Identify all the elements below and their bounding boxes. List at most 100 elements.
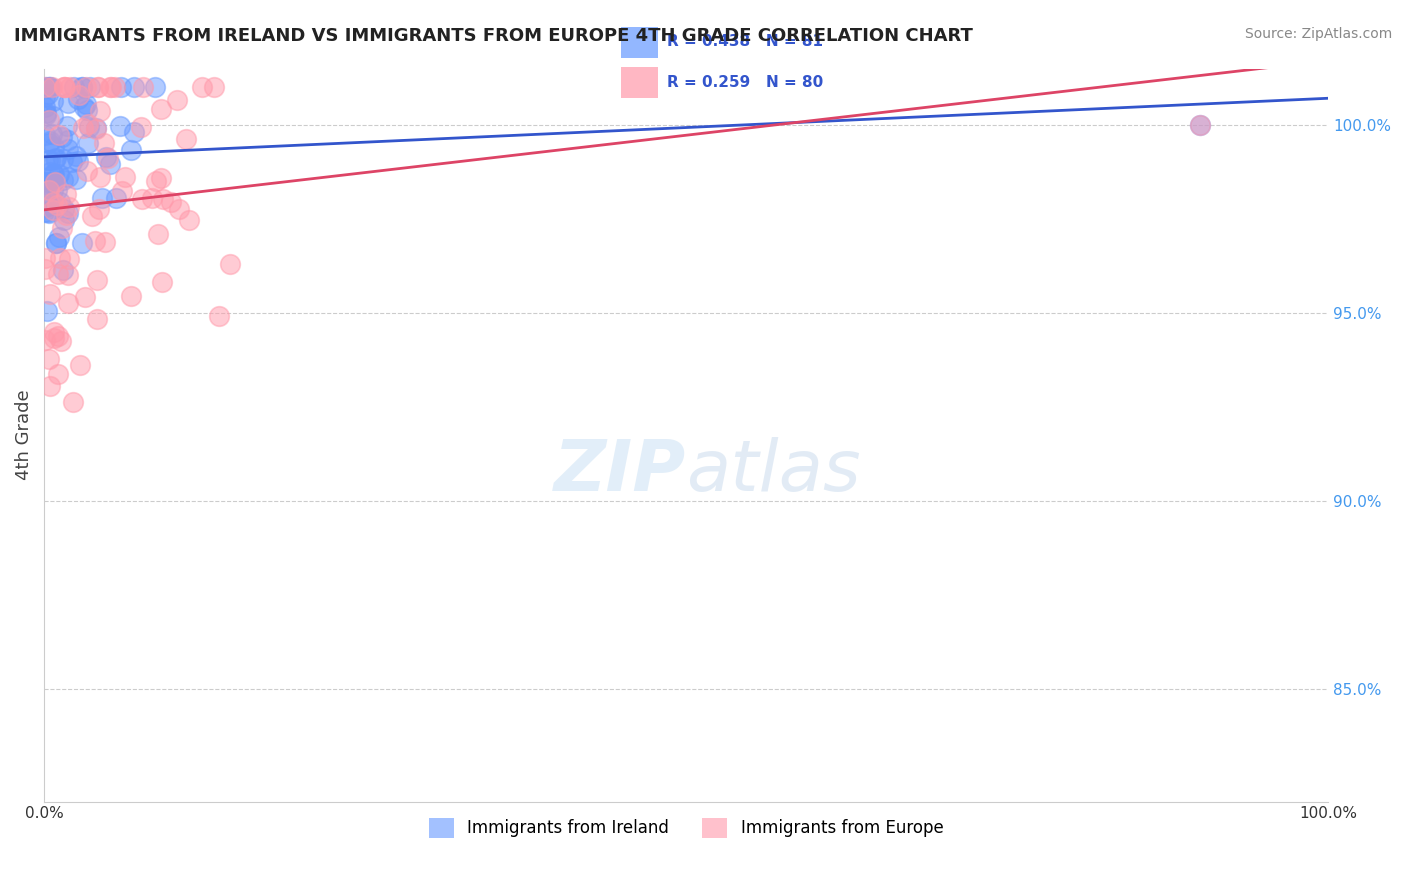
- Immigrants from Europe: [56, 268, 79, 282]
- Immigrants from Ireland: [38, 80, 60, 95]
- Immigrants from Europe: [84, 234, 107, 248]
- Immigrants from Ireland: [1188, 118, 1211, 132]
- Immigrants from Europe: [93, 136, 115, 151]
- Immigrants from Ireland: [37, 175, 59, 189]
- Immigrants from Europe: [120, 289, 142, 303]
- Immigrants from Ireland: [44, 167, 66, 181]
- Immigrants from Ireland: [52, 152, 75, 166]
- Immigrants from Europe: [53, 80, 76, 95]
- Immigrants from Ireland: [37, 204, 59, 219]
- Immigrants from Europe: [86, 312, 108, 326]
- Immigrants from Europe: [80, 209, 103, 223]
- Immigrants from Ireland: [44, 152, 66, 166]
- Immigrants from Europe: [56, 296, 79, 310]
- Immigrants from Europe: [89, 202, 111, 217]
- Immigrants from Ireland: [56, 170, 79, 185]
- Immigrants from Ireland: [34, 100, 56, 114]
- Y-axis label: 4th Grade: 4th Grade: [15, 390, 32, 481]
- Immigrants from Ireland: [145, 80, 167, 95]
- Immigrants from Europe: [191, 80, 214, 95]
- Immigrants from Europe: [51, 221, 73, 235]
- Immigrants from Europe: [114, 170, 136, 185]
- Immigrants from Ireland: [91, 191, 114, 205]
- Immigrants from Ireland: [48, 167, 70, 181]
- Legend: Immigrants from Ireland, Immigrants from Europe: Immigrants from Ireland, Immigrants from…: [422, 811, 950, 845]
- Immigrants from Ireland: [51, 129, 73, 144]
- Immigrants from Europe: [131, 192, 153, 206]
- Immigrants from Ireland: [38, 136, 60, 150]
- Immigrants from Ireland: [65, 149, 87, 163]
- Immigrants from Ireland: [120, 143, 142, 157]
- Immigrants from Ireland: [56, 132, 79, 146]
- Immigrants from Europe: [34, 80, 56, 95]
- Immigrants from Europe: [87, 80, 110, 95]
- Immigrants from Ireland: [34, 128, 56, 143]
- Immigrants from Ireland: [84, 120, 107, 135]
- Immigrants from Europe: [149, 170, 172, 185]
- Immigrants from Ireland: [48, 230, 70, 244]
- Immigrants from Ireland: [38, 153, 60, 168]
- Immigrants from Ireland: [48, 194, 70, 209]
- Immigrants from Ireland: [34, 205, 56, 219]
- Immigrants from Europe: [98, 80, 121, 95]
- Immigrants from Europe: [62, 395, 84, 409]
- Immigrants from Europe: [89, 103, 111, 118]
- Immigrants from Europe: [58, 200, 80, 214]
- Immigrants from Ireland: [60, 155, 83, 169]
- Immigrants from Ireland: [110, 80, 132, 95]
- Immigrants from Ireland: [56, 119, 79, 133]
- Immigrants from Ireland: [38, 205, 60, 219]
- Immigrants from Ireland: [56, 141, 79, 155]
- Immigrants from Ireland: [35, 105, 58, 120]
- Immigrants from Ireland: [53, 202, 76, 216]
- Immigrants from Europe: [42, 202, 65, 217]
- Immigrants from Ireland: [35, 200, 58, 214]
- Immigrants from Ireland: [66, 92, 89, 106]
- Immigrants from Europe: [48, 128, 70, 142]
- Immigrants from Ireland: [34, 108, 56, 122]
- Bar: [621, 27, 658, 58]
- Immigrants from Europe: [141, 191, 163, 205]
- Immigrants from Europe: [58, 252, 80, 266]
- Immigrants from Europe: [148, 227, 170, 241]
- Immigrants from Ireland: [98, 157, 121, 171]
- Immigrants from Europe: [46, 329, 69, 343]
- Immigrants from Ireland: [110, 119, 132, 133]
- Immigrants from Europe: [59, 80, 82, 95]
- Immigrants from Europe: [93, 235, 115, 249]
- Immigrants from Europe: [100, 80, 122, 95]
- Immigrants from Europe: [76, 164, 98, 178]
- Immigrants from Ireland: [41, 109, 63, 123]
- Immigrants from Europe: [38, 352, 60, 367]
- Immigrants from Europe: [44, 175, 66, 189]
- Immigrants from Ireland: [42, 167, 65, 181]
- Immigrants from Ireland: [34, 178, 56, 192]
- Immigrants from Ireland: [52, 263, 75, 277]
- Immigrants from Europe: [41, 80, 63, 95]
- Immigrants from Europe: [166, 93, 188, 107]
- Text: atlas: atlas: [686, 437, 860, 506]
- Immigrants from Ireland: [37, 153, 59, 167]
- Immigrants from Europe: [72, 121, 94, 136]
- Immigrants from Ireland: [45, 236, 67, 251]
- Immigrants from Europe: [48, 367, 70, 381]
- Immigrants from Ireland: [122, 80, 145, 95]
- Immigrants from Europe: [87, 80, 110, 95]
- Immigrants from Ireland: [41, 177, 63, 191]
- Immigrants from Europe: [42, 326, 65, 340]
- Text: R = 0.259   N = 80: R = 0.259 N = 80: [668, 75, 824, 89]
- Immigrants from Ireland: [42, 94, 65, 108]
- Immigrants from Europe: [34, 251, 56, 265]
- Immigrants from Europe: [46, 267, 69, 281]
- Immigrants from Europe: [42, 331, 65, 345]
- Immigrants from Europe: [104, 80, 127, 95]
- Immigrants from Europe: [34, 262, 56, 277]
- Immigrants from Ireland: [45, 184, 67, 198]
- Immigrants from Europe: [218, 257, 240, 271]
- Immigrants from Ireland: [37, 87, 59, 102]
- Immigrants from Europe: [145, 174, 167, 188]
- Immigrants from Ireland: [45, 235, 67, 250]
- Immigrants from Ireland: [37, 198, 59, 212]
- Immigrants from Europe: [67, 87, 90, 102]
- Immigrants from Europe: [73, 290, 96, 304]
